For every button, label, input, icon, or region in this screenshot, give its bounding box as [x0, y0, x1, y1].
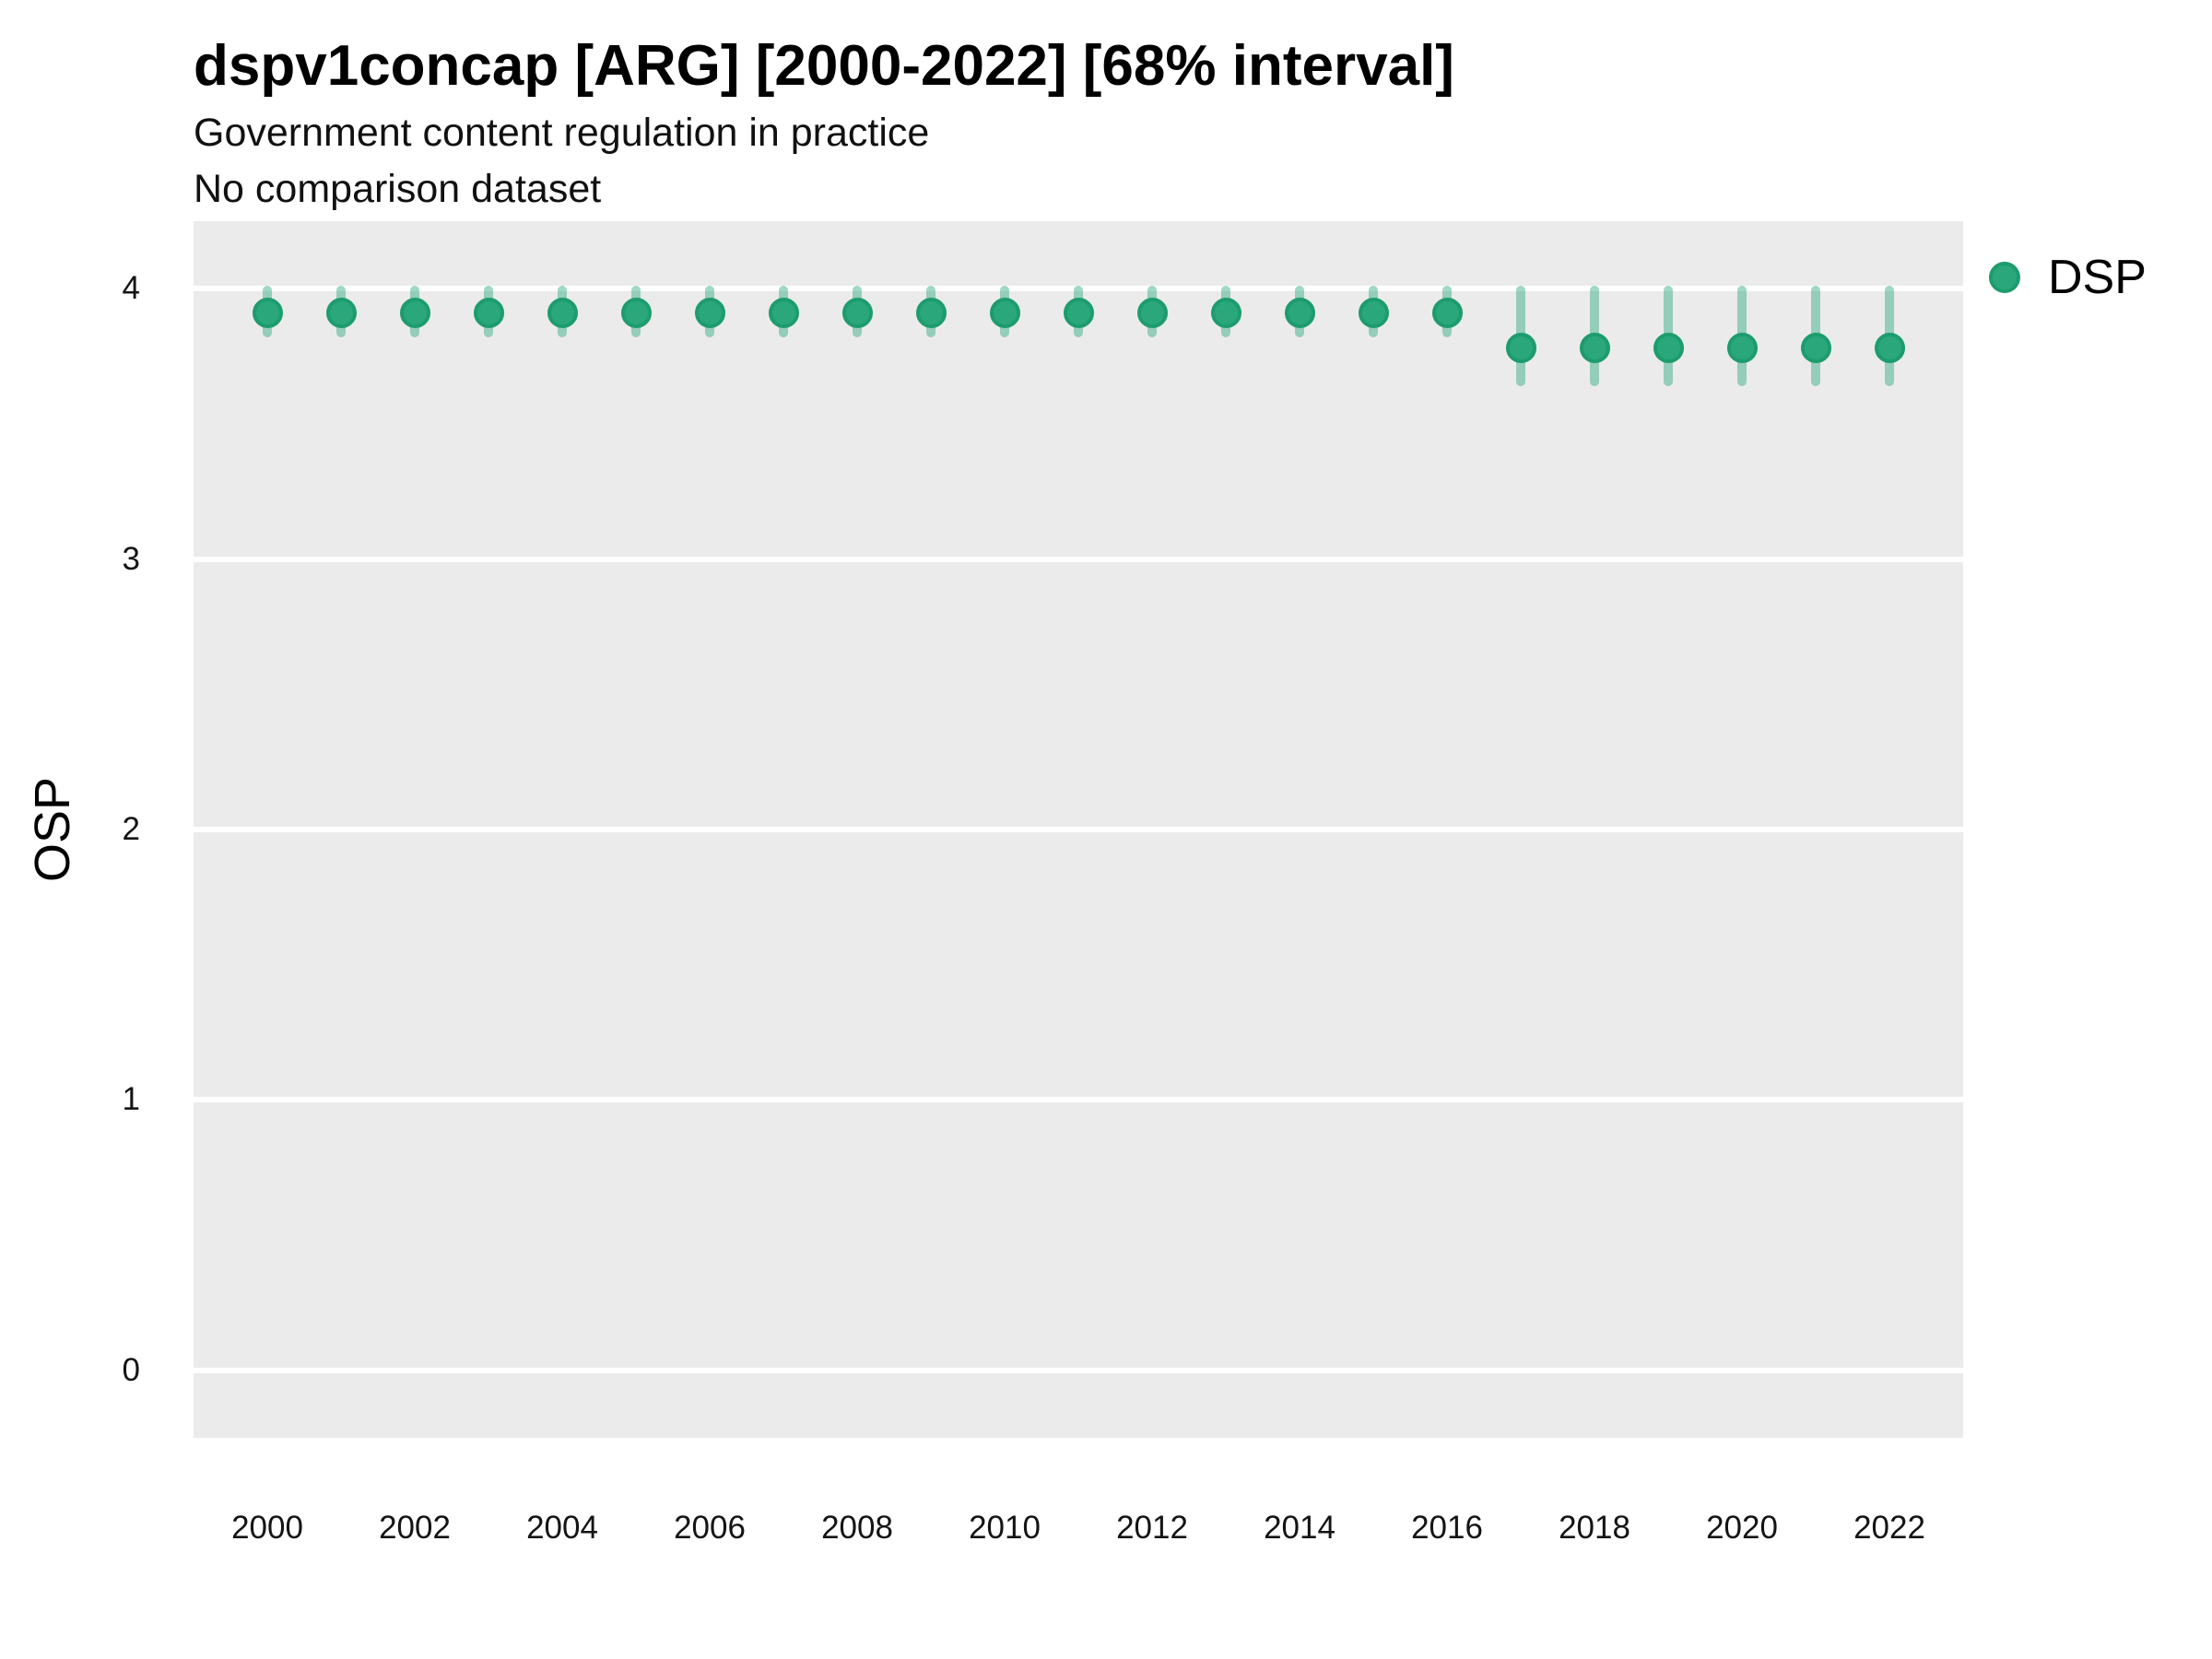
legend-point-icon	[1989, 262, 2020, 293]
x-tick-label-2008: 2008	[821, 1510, 893, 1546]
data-point-2004	[547, 298, 578, 329]
chart-title: dspv1concap [ARG] [2000-2022] [68% inter…	[194, 34, 1454, 98]
gridline-y-1	[194, 1097, 1963, 1103]
x-tick-label-2014: 2014	[1264, 1510, 1335, 1546]
data-point-2017	[1505, 333, 1536, 364]
gridline-y-0	[194, 1367, 1963, 1373]
gridline-y-2	[194, 827, 1963, 832]
data-point-2007	[768, 298, 799, 329]
data-point-2002	[399, 298, 430, 329]
data-point-2021	[1800, 333, 1831, 364]
gridline-y-4	[194, 286, 1963, 292]
y-tick-label-4: 4	[122, 270, 140, 307]
x-tick-label-2018: 2018	[1559, 1510, 1630, 1546]
x-tick-label-2006: 2006	[674, 1510, 746, 1546]
x-tick-label-2004: 2004	[526, 1510, 598, 1546]
x-tick-label-2020: 2020	[1706, 1510, 1778, 1546]
y-tick-label-3: 3	[122, 540, 140, 577]
plot-panel	[194, 221, 1963, 1438]
gridline-y-3	[194, 556, 1963, 562]
comparison-note: No comparison dataset	[194, 167, 602, 211]
data-point-2011	[1063, 298, 1094, 329]
data-point-2014	[1284, 298, 1315, 329]
data-point-2001	[325, 298, 357, 329]
legend: DSP	[1989, 249, 2147, 306]
x-tick-label-2010: 2010	[969, 1510, 1041, 1546]
data-point-2010	[989, 298, 1020, 329]
y-tick-label-0: 0	[122, 1351, 140, 1388]
legend-series-label: DSP	[2048, 251, 2147, 304]
x-tick-label-2012: 2012	[1116, 1510, 1188, 1546]
data-point-2000	[252, 298, 283, 329]
x-tick-label-2002: 2002	[379, 1510, 451, 1546]
chart-subtitle: Government content regulation in practic…	[194, 111, 930, 155]
data-point-2012	[1136, 298, 1168, 329]
x-tick-label-2022: 2022	[1853, 1510, 1925, 1546]
data-point-2020	[1726, 333, 1758, 364]
data-point-2013	[1210, 298, 1241, 329]
y-tick-label-2: 2	[122, 811, 140, 847]
y-tick-label-1: 1	[122, 1081, 140, 1118]
data-point-2019	[1653, 333, 1684, 364]
data-point-2005	[620, 298, 652, 329]
data-point-2016	[1431, 298, 1463, 329]
data-point-2003	[473, 298, 504, 329]
data-point-2008	[841, 298, 873, 329]
data-point-2006	[694, 298, 725, 329]
data-point-2022	[1874, 333, 1905, 364]
x-tick-label-2000: 2000	[231, 1510, 303, 1546]
data-point-2009	[915, 298, 947, 329]
x-tick-label-2016: 2016	[1411, 1510, 1483, 1546]
data-point-2018	[1579, 333, 1610, 364]
data-point-2015	[1358, 298, 1389, 329]
